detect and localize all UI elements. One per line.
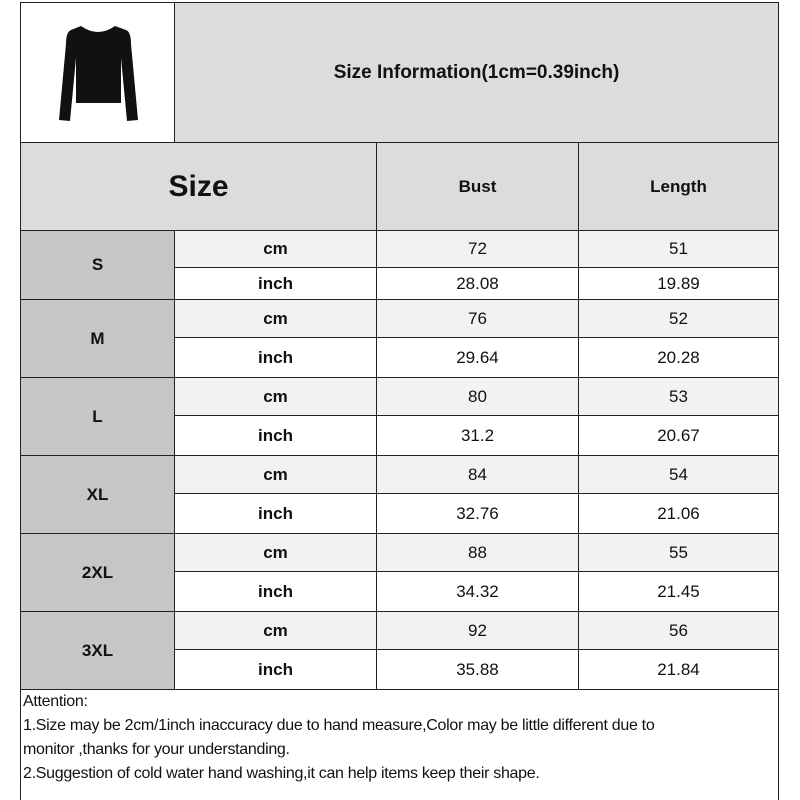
- length-header: Length: [579, 143, 779, 231]
- notes-heading: Attention:: [23, 693, 88, 710]
- size-header: Size: [20, 143, 377, 231]
- bust-inch-value: 35.88: [377, 650, 579, 690]
- bust-cm-value: 72: [377, 231, 579, 268]
- length-cm-value: 52: [579, 300, 779, 338]
- unit-cm: cm: [175, 378, 377, 416]
- length-cm-value: 51: [579, 231, 779, 268]
- bust-inch-value: 32.76: [377, 494, 579, 534]
- unit-inch: inch: [175, 416, 377, 456]
- size-label: XL: [20, 456, 175, 534]
- product-image: [20, 2, 175, 143]
- note-line: monitor ,thanks for your understanding.: [23, 741, 290, 758]
- note-line: 1.Size may be 2cm/1inch inaccuracy due t…: [23, 717, 655, 734]
- length-inch-value: 21.84: [579, 650, 779, 690]
- shirt-icon: [58, 25, 138, 121]
- length-inch-value: 20.67: [579, 416, 779, 456]
- bust-cm-value: 76: [377, 300, 579, 338]
- size-label: M: [20, 300, 175, 378]
- length-inch-value: 21.45: [579, 572, 779, 612]
- bust-inch-value: 28.08: [377, 268, 579, 300]
- bust-cm-value: 88: [377, 534, 579, 572]
- length-cm-value: 55: [579, 534, 779, 572]
- size-label: S: [20, 231, 175, 300]
- unit-inch: inch: [175, 572, 377, 612]
- unit-cm: cm: [175, 231, 377, 268]
- unit-cm: cm: [175, 300, 377, 338]
- size-label: 3XL: [20, 612, 175, 690]
- length-inch-value: 21.06: [579, 494, 779, 534]
- bust-cm-value: 80: [377, 378, 579, 416]
- length-inch-value: 20.28: [579, 338, 779, 378]
- length-inch-value: 19.89: [579, 268, 779, 300]
- unit-cm: cm: [175, 534, 377, 572]
- length-cm-value: 54: [579, 456, 779, 494]
- attention-notes: Attention: 1.Size may be 2cm/1inch inacc…: [21, 690, 779, 786]
- note-line: 2.Suggestion of cold water hand washing,…: [23, 765, 540, 782]
- unit-inch: inch: [175, 268, 377, 300]
- length-cm-value: 56: [579, 612, 779, 650]
- unit-inch: inch: [175, 494, 377, 534]
- bust-inch-value: 29.64: [377, 338, 579, 378]
- bust-inch-value: 31.2: [377, 416, 579, 456]
- unit-inch: inch: [175, 338, 377, 378]
- unit-inch: inch: [175, 650, 377, 690]
- page-title: Size Information(1cm=0.39inch): [175, 2, 779, 143]
- bust-header: Bust: [377, 143, 579, 231]
- size-label: 2XL: [20, 534, 175, 612]
- unit-cm: cm: [175, 456, 377, 494]
- length-cm-value: 53: [579, 378, 779, 416]
- bust-cm-value: 92: [377, 612, 579, 650]
- bust-cm-value: 84: [377, 456, 579, 494]
- size-label: L: [20, 378, 175, 456]
- unit-cm: cm: [175, 612, 377, 650]
- bust-inch-value: 34.32: [377, 572, 579, 612]
